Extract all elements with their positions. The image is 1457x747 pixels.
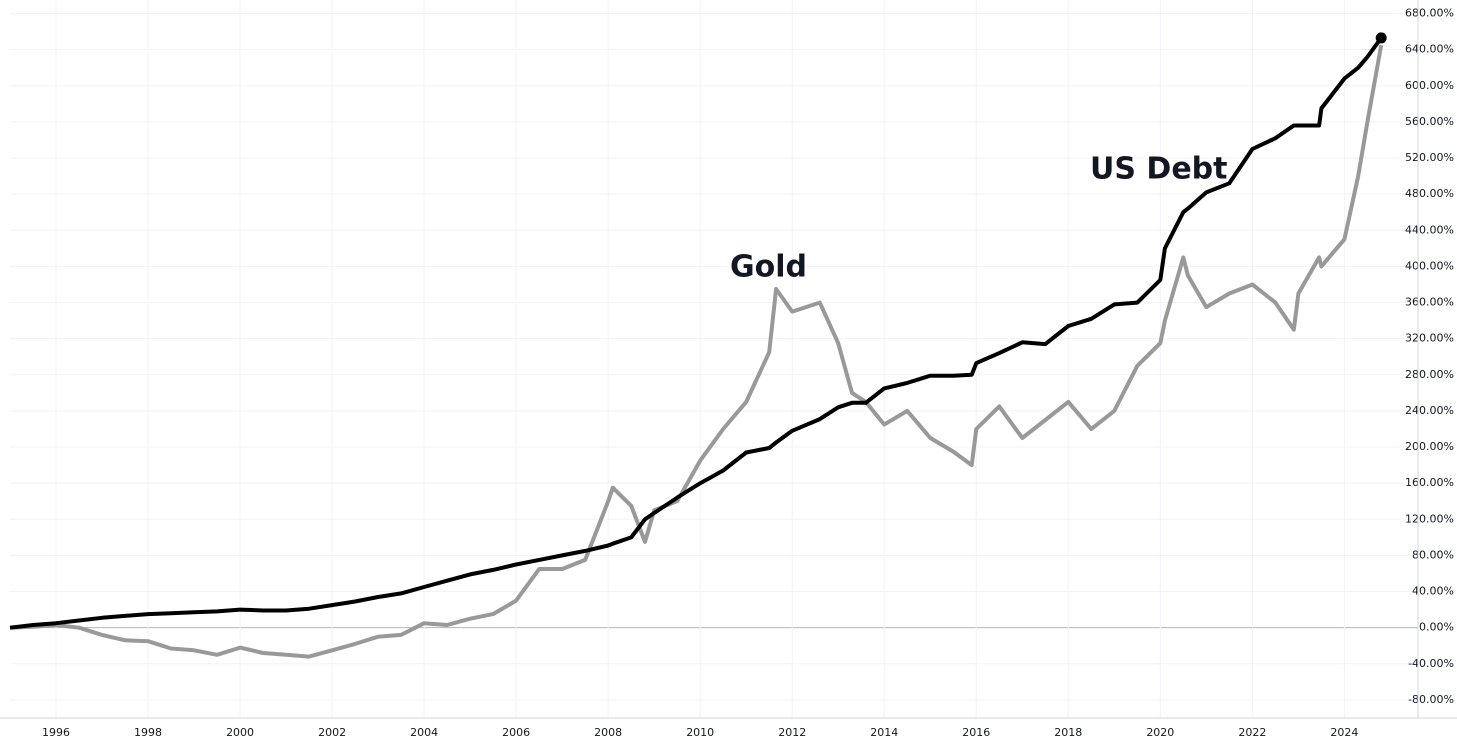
y-tick-label: -40.00% bbox=[1408, 657, 1454, 670]
y-tick-label: 440.00% bbox=[1405, 223, 1454, 236]
x-tick-label: 2000 bbox=[226, 726, 254, 739]
y-tick-label: 520.00% bbox=[1405, 151, 1454, 164]
y-tick-label: 40.00% bbox=[1412, 585, 1454, 598]
x-tick-label: 2020 bbox=[1146, 726, 1174, 739]
x-tick-label: 2014 bbox=[870, 726, 898, 739]
y-tick-label: 200.00% bbox=[1405, 440, 1454, 453]
line-0 bbox=[9, 44, 1384, 659]
x-tick-label: 2002 bbox=[318, 726, 346, 739]
y-tick-label: 240.00% bbox=[1405, 404, 1454, 417]
y-tick-label: 280.00% bbox=[1405, 368, 1454, 381]
y-tick-label: 320.00% bbox=[1405, 332, 1454, 345]
x-tick-label: 2016 bbox=[962, 726, 990, 739]
x-tick-label: 1998 bbox=[134, 726, 162, 739]
y-tick-label: 160.00% bbox=[1405, 476, 1454, 489]
y-tick-label: 640.00% bbox=[1405, 43, 1454, 56]
x-tick-label: 2010 bbox=[686, 726, 714, 739]
y-tick-label: 0.00% bbox=[1419, 621, 1454, 634]
x-tick-label: 2006 bbox=[502, 726, 530, 739]
line-1 bbox=[9, 36, 1383, 630]
series-label: US Debt bbox=[1090, 152, 1227, 187]
x-tick-label: 2008 bbox=[594, 726, 622, 739]
y-tick-label: 560.00% bbox=[1405, 115, 1454, 128]
x-tick-label: 2024 bbox=[1330, 726, 1358, 739]
x-tick-label: 2004 bbox=[410, 726, 438, 739]
y-tick-label: 680.00% bbox=[1405, 7, 1454, 20]
x-tick-label: 2022 bbox=[1238, 726, 1266, 739]
y-tick-label: 480.00% bbox=[1405, 187, 1454, 200]
y-tick-label: -80.00% bbox=[1408, 693, 1454, 706]
x-tick-label: 1996 bbox=[42, 726, 70, 739]
end-dot bbox=[1375, 32, 1387, 44]
x-tick-label: 2018 bbox=[1054, 726, 1082, 739]
y-tick-label: 400.00% bbox=[1405, 259, 1454, 272]
x-tick-label: 2012 bbox=[778, 726, 806, 739]
y-tick-label: 120.00% bbox=[1405, 512, 1454, 525]
series-label: Gold bbox=[730, 250, 807, 285]
y-tick-label: 360.00% bbox=[1405, 296, 1454, 309]
y-tick-label: 600.00% bbox=[1405, 79, 1454, 92]
y-tick-label: 80.00% bbox=[1412, 548, 1454, 561]
